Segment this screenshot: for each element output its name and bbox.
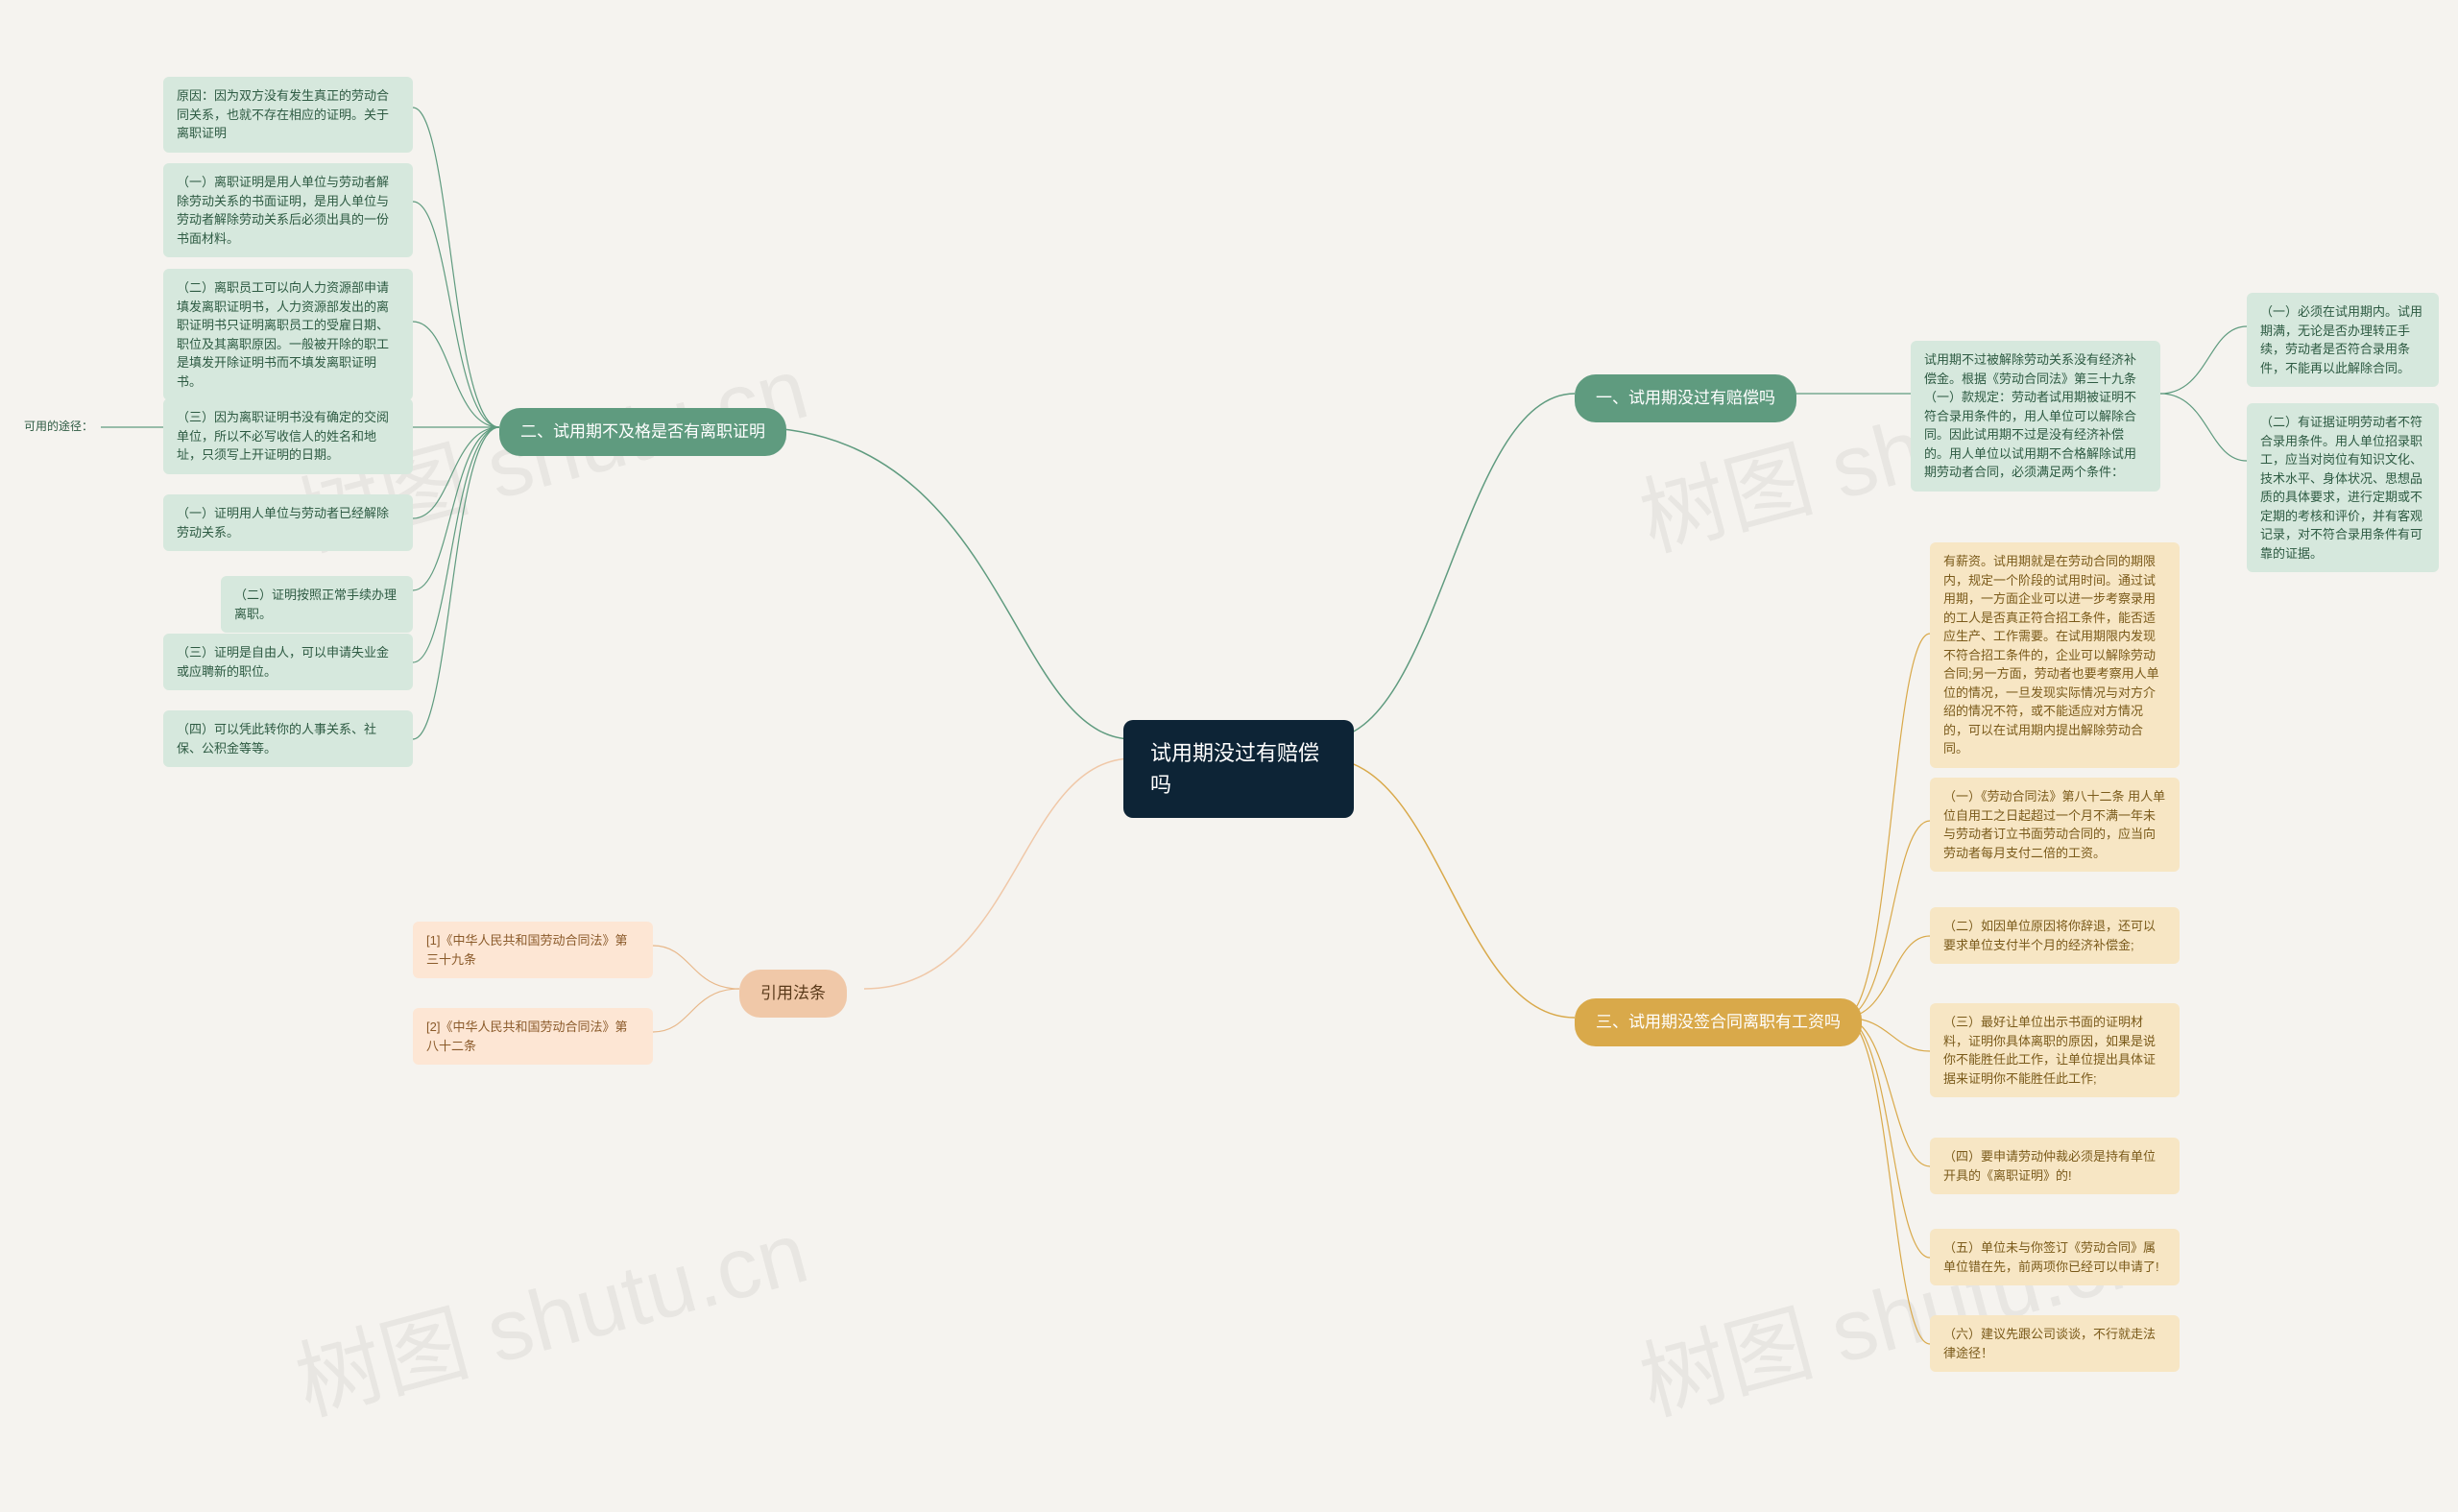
branch-1-leaf-1: （二）有证据证明劳动者不符合录用条件。用人单位招录职工，应当对岗位有知识文化、技… [2247, 403, 2439, 572]
branch-2-leaf-2: （二）离职员工可以向人力资源部申请填发离职证明书，人力资源部发出的离职证明书只证… [163, 269, 413, 400]
branch-2-leaf-4: （一）证明用人单位与劳动者已经解除劳动关系。 [163, 494, 413, 551]
leaf-text: （二）如因单位原因将你辞退，还可以要求单位支付半个月的经济补偿金; [1943, 917, 2166, 954]
watermark: 树图 shutu.cn [280, 1183, 818, 1439]
leaf-text: 原因：因为双方没有发生真正的劳动合同关系，也就不存在相应的证明。关于离职证明 [177, 86, 399, 143]
branch-2[interactable]: 二、试用期不及格是否有离职证明 [499, 408, 786, 456]
branch-1-label: 一、试用期没过有赔偿吗 [1596, 386, 1775, 411]
branch-4-leaf-1: [2]《中华人民共和国劳动合同法》第八十二条 [413, 1008, 653, 1065]
branch-3-leaf-0: （一）《劳动合同法》第八十二条 用人单位自用工之日起超过一个月不满一年未与劳动者… [1930, 778, 2180, 872]
branch-2-leaf-0: 原因：因为双方没有发生真正的劳动合同关系，也就不存在相应的证明。关于离职证明 [163, 77, 413, 153]
branch-3-desc-text: 有薪资。试用期就是在劳动合同的期限内，规定一个阶段的试用时间。通过试用期，一方面… [1943, 552, 2166, 758]
branch-2-leaf-6: （三）证明是自由人，可以申请失业金或应聘新的职位。 [163, 634, 413, 690]
leaf-text: （四）要申请劳动仲裁必须是持有单位开具的《离职证明》的! [1943, 1147, 2166, 1185]
branch-1-desc-text: 试用期不过被解除劳动关系没有经济补偿金。根据《劳动合同法》第三十九条（一）款规定… [1924, 350, 2147, 482]
branch-3-leaf-3: （四）要申请劳动仲裁必须是持有单位开具的《离职证明》的! [1930, 1138, 2180, 1194]
branch-2-annotation: 可用的途径： [24, 418, 93, 435]
branch-2-leaf-3: （三）因为离职证明书没有确定的交阅单位，所以不必写收信人的姓名和地址，只须写上开… [163, 398, 413, 474]
leaf-text: （五）单位未与你签订《劳动合同》属单位错在先，前两项你已经可以申请了! [1943, 1238, 2166, 1276]
branch-4-label: 引用法条 [760, 981, 826, 1006]
branch-2-leaf-1: （一）离职证明是用人单位与劳动者解除劳动关系的书面证明，是用人单位与劳动者解除劳… [163, 163, 413, 257]
branch-3-label: 三、试用期没签合同离职有工资吗 [1596, 1010, 1841, 1035]
leaf-text: （二）证明按照正常手续办理离职。 [234, 586, 399, 623]
leaf-text: （一）离职证明是用人单位与劳动者解除劳动关系的书面证明，是用人单位与劳动者解除劳… [177, 173, 399, 248]
leaf-text: [2]《中华人民共和国劳动合同法》第八十二条 [426, 1018, 639, 1055]
leaf-text: （二）有证据证明劳动者不符合录用条件。用人单位招录职工，应当对岗位有知识文化、技… [2260, 413, 2425, 563]
leaf-text: （三）最好让单位出示书面的证明材料，证明你具体离职的原因，如果是说你不能胜任此工… [1943, 1013, 2166, 1088]
branch-3-leaf-2: （三）最好让单位出示书面的证明材料，证明你具体离职的原因，如果是说你不能胜任此工… [1930, 1003, 2180, 1097]
branch-4-leaf-0: [1]《中华人民共和国劳动合同法》第三十九条 [413, 922, 653, 978]
leaf-text: （四）可以凭此转你的人事关系、社保、公积金等等。 [177, 720, 399, 757]
root-label: 试用期没过有赔偿吗 [1150, 737, 1327, 801]
branch-2-leaf-7: （四）可以凭此转你的人事关系、社保、公积金等等。 [163, 710, 413, 767]
leaf-text: （三）证明是自由人，可以申请失业金或应聘新的职位。 [177, 643, 399, 681]
leaf-text: [1]《中华人民共和国劳动合同法》第三十九条 [426, 931, 639, 969]
annotation-text: 可用的途径： [24, 418, 93, 435]
branch-1-leaf-0: （一）必须在试用期内。试用期满，无论是否办理转正手续，劳动者是否符合录用条件，不… [2247, 293, 2439, 387]
leaf-text: （一）必须在试用期内。试用期满，无论是否办理转正手续，劳动者是否符合录用条件，不… [2260, 302, 2425, 377]
mindmap-root[interactable]: 试用期没过有赔偿吗 [1123, 720, 1354, 818]
branch-3-leaf-5: （六）建议先跟公司谈谈，不行就走法律途径！ [1930, 1315, 2180, 1372]
leaf-text: （三）因为离职证明书没有确定的交阅单位，所以不必写收信人的姓名和地址，只须写上开… [177, 408, 399, 465]
branch-4[interactable]: 引用法条 [739, 970, 847, 1018]
leaf-text: （一）证明用人单位与劳动者已经解除劳动关系。 [177, 504, 399, 541]
watermark: 树图 shutu.cn [1625, 1183, 2162, 1439]
branch-3-desc: 有薪资。试用期就是在劳动合同的期限内，规定一个阶段的试用时间。通过试用期，一方面… [1930, 542, 2180, 768]
branch-3-leaf-4: （五）单位未与你签订《劳动合同》属单位错在先，前两项你已经可以申请了! [1930, 1229, 2180, 1285]
branch-1-desc: 试用期不过被解除劳动关系没有经济补偿金。根据《劳动合同法》第三十九条（一）款规定… [1911, 341, 2160, 492]
leaf-text: （二）离职员工可以向人力资源部申请填发离职证明书，人力资源部发出的离职证明书只证… [177, 278, 399, 391]
branch-3-leaf-1: （二）如因单位原因将你辞退，还可以要求单位支付半个月的经济补偿金; [1930, 907, 2180, 964]
leaf-text: （六）建议先跟公司谈谈，不行就走法律途径！ [1943, 1325, 2166, 1362]
leaf-text: （一）《劳动合同法》第八十二条 用人单位自用工之日起超过一个月不满一年未与劳动者… [1943, 787, 2166, 862]
branch-2-label: 二、试用期不及格是否有离职证明 [520, 420, 765, 444]
branch-2-leaf-5: （二）证明按照正常手续办理离职。 [221, 576, 413, 633]
branch-1[interactable]: 一、试用期没过有赔偿吗 [1575, 374, 1796, 422]
branch-3[interactable]: 三、试用期没签合同离职有工资吗 [1575, 998, 1862, 1046]
